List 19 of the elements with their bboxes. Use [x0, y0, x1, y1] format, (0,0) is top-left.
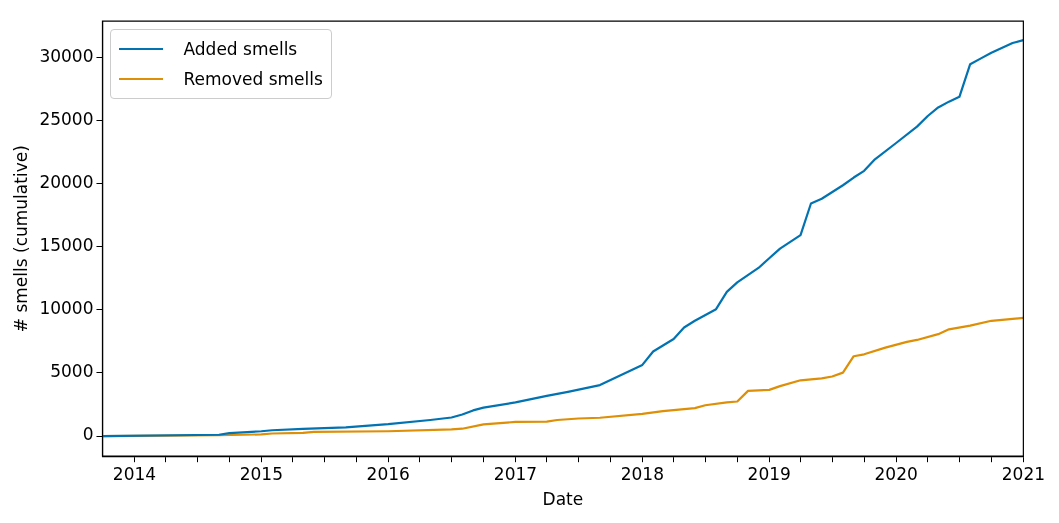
y-tick-label: 5000 [50, 361, 94, 382]
y-tick-label: 10000 [39, 298, 94, 319]
x-tick-label: 2016 [366, 463, 410, 484]
x-tick-label: 2018 [620, 463, 664, 484]
x-tick-label: 2015 [239, 463, 283, 484]
x-tick-label: 2020 [874, 463, 918, 484]
y-tick-label: 0 [82, 424, 94, 445]
x-tick-label: 2021 [1001, 463, 1045, 484]
y-tick-label: 20000 [39, 172, 94, 193]
y-axis-title: # smells (cumulative) [10, 145, 31, 333]
x-tick-label: 2014 [112, 463, 157, 484]
x-tick-label: 2019 [747, 463, 791, 484]
y-tick-label: 25000 [39, 109, 94, 130]
y-tick-label: 30000 [39, 46, 94, 67]
x-tick-label: 2017 [493, 463, 538, 484]
y-tick-label: 15000 [39, 235, 94, 256]
legend-label: Removed smells [183, 68, 323, 92]
legend-label: Added smells [183, 38, 298, 62]
x-axis-title: Date [542, 489, 584, 510]
